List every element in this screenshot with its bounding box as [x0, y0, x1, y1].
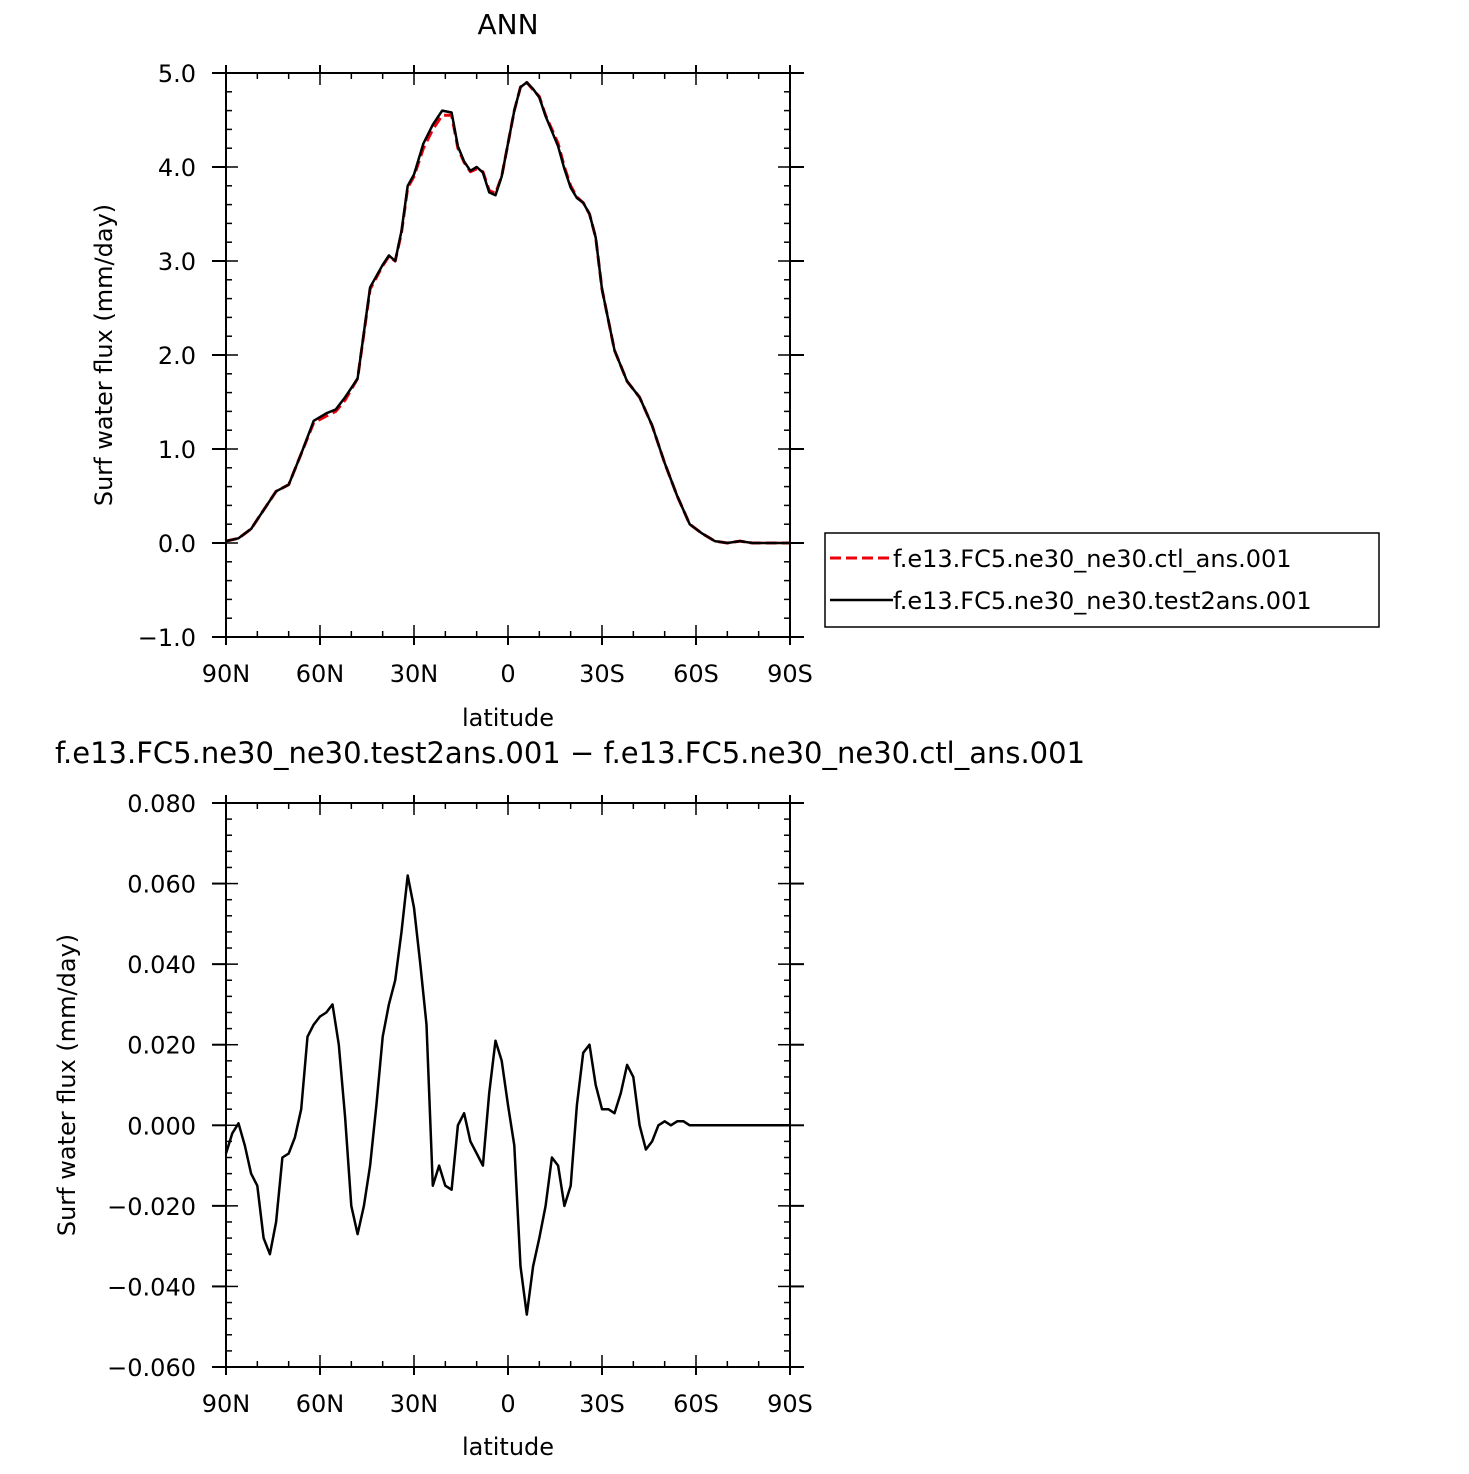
legend-entry-ctl: f.e13.FC5.ne30_ne30.ctl_ans.001 — [893, 545, 1292, 573]
legend-entry-test2: f.e13.FC5.ne30_ne30.test2ans.001 — [893, 587, 1312, 615]
bottom-x-tick-label: 60N — [296, 1390, 345, 1418]
top-x-axis-label: latitude — [462, 704, 554, 732]
bottom-x-tick-label: 90S — [767, 1390, 813, 1418]
top-chart-title: ANN — [477, 8, 538, 41]
bottom-series-group — [224, 874, 790, 1316]
top-x-tick-label: 90S — [767, 660, 813, 688]
legend: f.e13.FC5.ne30_ne30.ctl_ans.001 f.e13.FC… — [824, 532, 1380, 628]
bottom-x-tick-label: 60S — [673, 1390, 719, 1418]
top-panel: ANN Surf water flux (mm/day) latitude 90… — [90, 8, 813, 732]
bottom-x-axis-label: latitude — [462, 1433, 554, 1461]
bottom-y-tick-label: 0.080 — [127, 790, 196, 818]
bottom-series-line-1 — [224, 874, 790, 1316]
top-x-tick-label: 60N — [296, 660, 345, 688]
top-x-tick-label: 60S — [673, 660, 719, 688]
bottom-y-tick-label: 0.020 — [127, 1032, 196, 1060]
top-y-tick-label: 5.0 — [158, 60, 196, 88]
top-axis-ticks: 90N 60N 30N 0 30S 60S 90S −1.0 0.0 1.0 2.0 3.0 4.0 5.… — [138, 60, 813, 688]
bottom-y-axis-label: Surf water flux (mm/day) — [53, 934, 81, 1236]
top-y-axis-label: Surf water flux (mm/day) — [90, 204, 118, 506]
top-plot-frame — [225, 72, 791, 638]
bottom-x-tick-label: 30N — [390, 1390, 439, 1418]
top-x-tick-label: 30N — [390, 660, 439, 688]
bottom-y-tick-label: 0.040 — [127, 951, 196, 979]
bottom-axis-ticks: 90N 60N 30N 0 30S 60S 90S −0.060 −0.040 −0.020 0.0… — [107, 790, 813, 1418]
top-y-tick-label: 0.0 — [158, 530, 196, 558]
bottom-panel: f.e13.FC5.ne30_ne30.test2ans.001 − f.e13… — [53, 736, 1085, 1461]
legend-box — [824, 532, 1380, 628]
top-y-tick-label: 4.0 — [158, 154, 196, 182]
top-x-tick-label: 30S — [579, 660, 625, 688]
bottom-y-tick-label: 0.000 — [127, 1112, 196, 1140]
bottom-y-tick-label: −0.060 — [107, 1354, 196, 1382]
bottom-y-tick-label: −0.020 — [107, 1193, 196, 1221]
bottom-plot-frame — [225, 802, 791, 1368]
bottom-chart-title: f.e13.FC5.ne30_ne30.test2ans.001 − f.e13… — [55, 736, 1085, 770]
top-y-tick-label: 2.0 — [158, 342, 196, 370]
bottom-y-tick-label: −0.040 — [107, 1273, 196, 1301]
bottom-x-tick-label: 90N — [202, 1390, 251, 1418]
bottom-y-tick-label: 0.060 — [127, 871, 196, 899]
top-y-tick-label: 3.0 — [158, 248, 196, 276]
bottom-x-tick-label: 30S — [579, 1390, 625, 1418]
top-x-tick-label: 0 — [500, 660, 515, 688]
top-y-tick-label: 1.0 — [158, 436, 196, 464]
top-series-line-2 — [225, 81, 790, 545]
bottom-x-tick-label: 0 — [500, 1390, 515, 1418]
top-x-tick-label: 90N — [202, 660, 251, 688]
top-series-line-1 — [225, 80, 790, 545]
top-series-group — [225, 80, 790, 545]
top-y-tick-label: −1.0 — [138, 624, 196, 652]
